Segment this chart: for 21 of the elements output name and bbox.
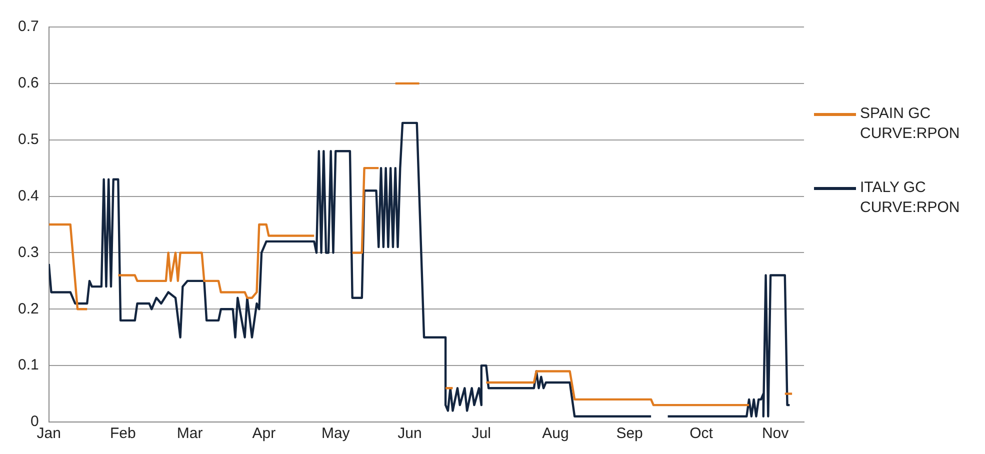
y-tick-label: 0.5 bbox=[18, 131, 39, 148]
x-tick-label: Jun bbox=[398, 425, 422, 442]
x-tick-label: Jul bbox=[472, 425, 491, 442]
y-tick-label: 0.1 bbox=[18, 356, 39, 374]
legend-label: SPAIN GC CURVE:RPON bbox=[860, 104, 961, 144]
x-tick-label: Mar bbox=[176, 425, 203, 442]
legend-label: ITALY GC CURVE:RPON bbox=[860, 178, 961, 218]
y-tick-label: 0.7 bbox=[18, 18, 39, 36]
x-tick-label: Sep bbox=[616, 425, 643, 442]
y-tick-label: 0.2 bbox=[18, 300, 39, 318]
x-tick-label: May bbox=[321, 425, 350, 442]
x-tick-label: Apr bbox=[252, 425, 276, 442]
y-tick-label: 0.6 bbox=[18, 74, 39, 92]
x-tick-label: Jan bbox=[36, 425, 61, 442]
y-tick-label: 0 bbox=[30, 413, 39, 430]
x-tick-label: Nov bbox=[762, 425, 790, 442]
x-tick-label: Feb bbox=[110, 425, 136, 442]
y-tick-label: 0.4 bbox=[18, 187, 39, 204]
y-tick-label: 0.3 bbox=[18, 244, 39, 261]
x-tick-label: Oct bbox=[690, 425, 714, 442]
x-tick-label: Aug bbox=[542, 425, 569, 442]
